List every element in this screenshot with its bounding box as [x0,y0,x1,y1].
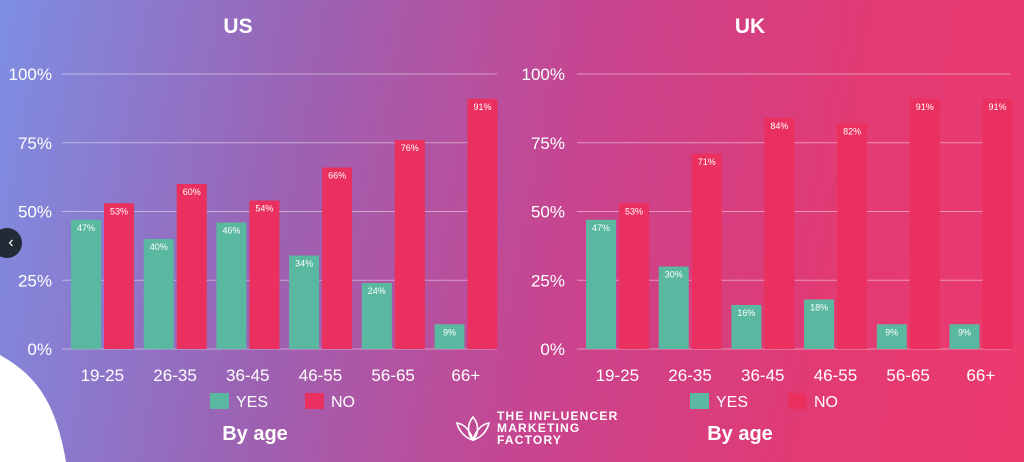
x-tick-label: 26-35 [153,366,196,385]
chevron-left-icon: ‹ [8,234,14,251]
bar-yes [949,324,980,349]
bar-no [394,140,425,349]
decorative-wave [0,355,66,462]
data-label: 34% [295,259,313,269]
data-label: 9% [885,327,898,337]
lotus-logo-icon [455,415,491,442]
legend-swatch-yes [210,393,229,409]
legend-swatch-no [788,393,807,409]
brand-logo: THE INFLUENCER MARKETING FACTORY [455,410,618,446]
data-label: 16% [737,308,755,318]
y-tick-label: 50% [18,203,52,222]
bar-yes [434,324,465,349]
chart-title: US [223,15,252,38]
bar-no [691,153,722,349]
x-tick-label: 66+ [966,366,995,385]
brand-name: THE INFLUENCER MARKETING FACTORY [497,410,618,446]
data-label: 91% [988,102,1006,112]
bar-no [322,167,353,349]
bar-no [104,203,134,349]
data-label: 66% [328,171,346,181]
x-tick-label: 46-55 [299,366,342,385]
data-label: 30% [665,270,683,280]
data-label: 60% [183,187,201,197]
data-label: 9% [443,327,456,337]
carousel-prev-button[interactable]: ‹ [0,228,22,258]
y-tick-label: 25% [18,271,52,290]
y-tick-label: 0% [540,340,565,359]
y-tick-label: 50% [531,203,565,222]
bar-no [837,123,868,349]
bar-no [176,184,207,349]
x-tick-label: 66+ [451,366,480,385]
data-label: 91% [473,102,491,112]
legend-label-no: NO [814,394,838,411]
x-tick-label: 26-35 [668,366,711,385]
y-tick-label: 0% [27,340,52,359]
bar-no [764,118,795,349]
bar-yes [876,324,907,349]
bar-no [467,98,498,349]
legend-label-yes: YES [716,394,748,411]
data-label: 91% [916,102,934,112]
bar-yes [143,239,174,349]
x-axis-label: By age [707,423,773,445]
x-tick-label: 19-25 [81,366,124,385]
data-label: 9% [958,327,971,337]
x-tick-label: 19-25 [596,366,639,385]
data-label: 47% [592,223,610,233]
bar-yes [361,283,392,349]
bar-no [619,203,649,349]
bar-no [982,98,1013,349]
data-label: 47% [77,223,95,233]
data-label: 84% [770,121,788,131]
y-tick-label: 100% [9,65,52,84]
x-tick-label: 46-55 [814,366,857,385]
data-label: 46% [222,226,240,236]
bar-yes [658,266,689,349]
data-label: 82% [843,127,861,137]
legend-label-yes: YES [236,394,268,411]
y-tick-label: 75% [531,134,565,153]
data-label: 54% [255,204,273,214]
data-label: 24% [368,286,386,296]
bar-yes [71,219,101,349]
legend-swatch-yes [690,393,709,409]
data-label: 53% [625,206,643,216]
x-tick-label: 56-65 [886,366,929,385]
bar-yes [289,255,320,349]
data-label: 76% [401,143,419,153]
bar-yes [731,305,762,349]
data-label: 40% [150,242,168,252]
data-label: 71% [698,157,716,167]
data-label: 53% [110,206,128,216]
x-axis-label: By age [222,423,288,445]
bar-yes [804,299,835,349]
brand-line: THE INFLUENCER [497,409,619,423]
legend-swatch-no [305,393,324,409]
brand-line: FACTORY [497,433,563,447]
x-tick-label: 56-65 [371,366,414,385]
brand-line: MARKETING [497,421,581,435]
data-label: 18% [810,303,828,313]
y-tick-label: 100% [522,65,565,84]
chart-title: UK [735,15,765,38]
x-tick-label: 36-45 [226,366,269,385]
y-tick-label: 25% [531,271,565,290]
bar-yes [586,219,616,349]
bar-no [909,98,940,349]
bar-yes [216,222,247,349]
x-tick-label: 36-45 [741,366,784,385]
bar-no [249,200,280,349]
y-tick-label: 75% [18,134,52,153]
legend-label-no: NO [331,394,355,411]
